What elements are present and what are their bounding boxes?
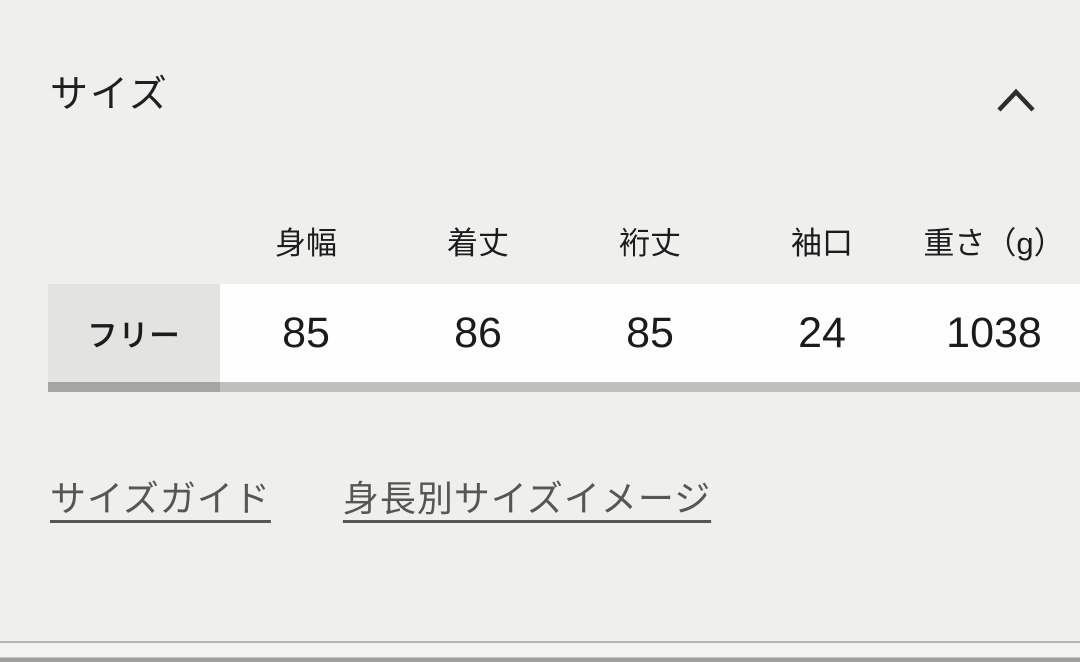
size-table-header-spacer xyxy=(48,226,220,262)
size-links-row: サイズガイド 身長別サイズイメージ xyxy=(50,470,711,522)
section-title: サイズ xyxy=(50,74,169,116)
next-section-strip xyxy=(0,643,1080,657)
bottom-bar xyxy=(0,657,1080,662)
table-row: フリー 85 86 85 24 1038 xyxy=(48,284,1080,392)
cell-body-width: 85 xyxy=(220,284,392,392)
column-header-length: 着丈 xyxy=(447,226,509,261)
column-header-weight: 重さ（g） xyxy=(923,226,1065,261)
size-table: 身幅 着丈 裄丈 袖口 重さ（g） フリー 85 86 85 24 1038 xyxy=(48,226,1080,392)
row-label-free-size: フリー xyxy=(48,284,220,392)
column-header-sleeve-length: 裄丈 xyxy=(619,226,681,261)
height-size-image-link[interactable]: 身長別サイズイメージ xyxy=(342,478,712,519)
column-header-body-width: 身幅 xyxy=(275,226,337,261)
cell-sleeve-length: 85 xyxy=(564,284,736,392)
size-guide-link[interactable]: サイズガイド xyxy=(50,478,271,519)
size-table-header-row: 身幅 着丈 裄丈 袖口 重さ（g） xyxy=(48,226,1080,262)
collapse-section-button[interactable] xyxy=(990,80,1042,120)
cell-length: 86 xyxy=(392,284,564,392)
cell-weight: 1038 xyxy=(908,284,1080,392)
section-divider xyxy=(0,641,1080,643)
cell-cuff: 24 xyxy=(736,284,908,392)
chevron-up-icon xyxy=(996,87,1036,113)
column-header-cuff: 袖口 xyxy=(791,226,853,261)
